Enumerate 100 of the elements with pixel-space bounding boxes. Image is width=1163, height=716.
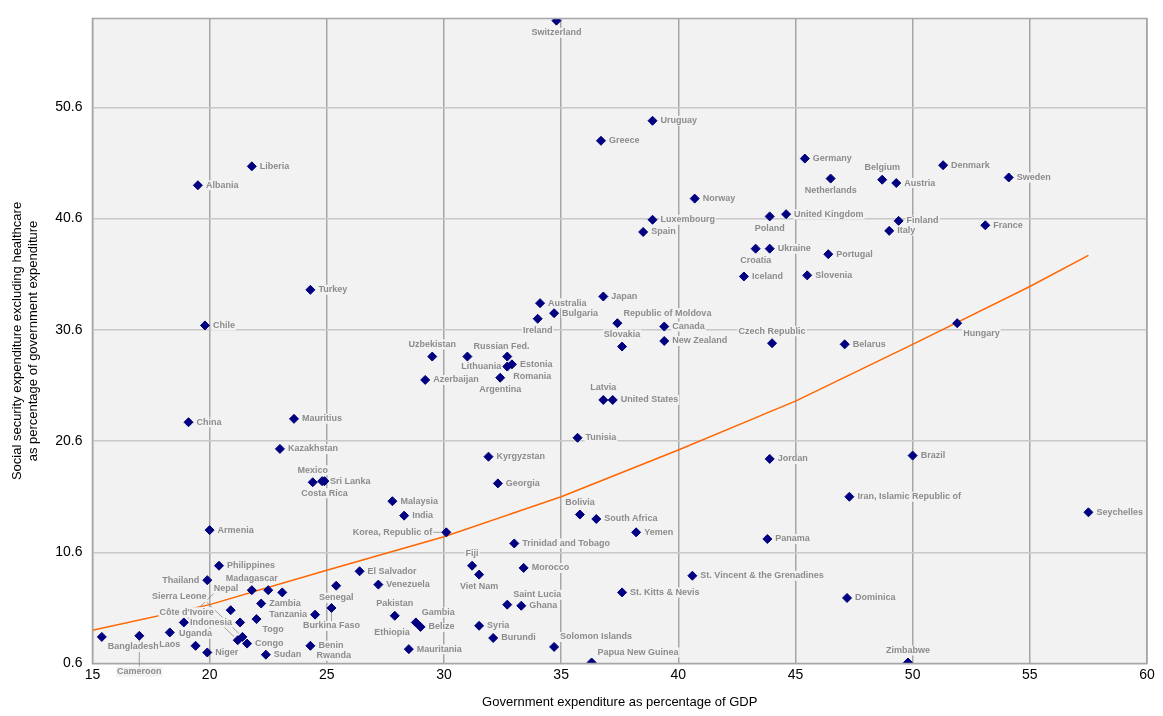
annotation: Sudan [273,649,302,660]
annotation: New Zealand [672,335,728,346]
annotation: Madagascar [225,572,279,583]
annotation: Dominica [855,592,897,603]
annotation: Ireland [522,325,553,336]
annotation: Denmark [951,159,991,170]
annotation: Portugal [836,248,873,259]
annotation: Belize [428,621,455,632]
annotation: El Salvador [367,565,418,576]
annotation: Jordan [777,453,808,464]
annotation: Pakistan [376,598,414,609]
annotation: Hungary [963,327,1000,338]
annotation: United States [620,394,679,405]
x-axis-title: Government expenditure as percentage of GDP [482,693,758,709]
annotation: Kyrgyzstan [496,451,546,462]
annotation: Ethiopia [374,626,411,637]
x-tick-label: 40 [670,665,687,682]
y-tick-label: 40.6 [55,209,83,226]
annotation: Uruguay [660,115,698,126]
annotation: Estonia [519,358,554,369]
annotation: Poland [754,222,785,233]
annotation: Iran, Islamic Republic of [857,491,962,502]
annotation: Armenia [217,524,255,535]
annotation: Sierra Leone [151,591,207,602]
annotation: Iceland [751,270,783,281]
annotation: Slovakia [603,329,642,340]
annotation: Luxembourg [660,214,716,225]
annotation: China [196,416,223,427]
annotation: Fiji [465,548,479,559]
annotation: Costa Rica [301,487,349,498]
annotation: Morocco [531,562,570,573]
annotation: Congo [255,638,285,649]
annotation: Togo [262,623,285,634]
annotation: Bangladesh [107,641,159,652]
annotation: Tunisia [585,432,618,443]
y-tick-label: 30.6 [55,320,83,337]
x-tick-label: 30 [436,665,452,682]
annotation: France [993,219,1023,230]
annotation: Sri Lanka [330,475,372,486]
annotation: Austria [904,177,937,188]
annotation: Romania [513,371,553,382]
annotation: Mauritius [301,413,342,424]
annotation: Greece [608,135,640,146]
annotation: Azerbaijan [433,374,479,385]
annotation: Belgium [864,162,900,173]
annotation: Croatia [740,255,773,266]
annotation: Latvia [590,382,618,393]
annotation: Mauritania [416,643,463,654]
x-tick-label: 45 [787,665,804,682]
annotation: Argentina [479,384,523,395]
annotation: Sweden [1016,171,1051,182]
annotation: Slovenia [815,269,854,280]
annotation: Liberia [259,160,291,171]
annotation: Benin [318,640,344,651]
annotation: Senegal [318,592,354,603]
annotation: South Africa [604,513,659,524]
annotation: Bulgaria [562,307,600,318]
annotation: Australia [548,297,588,308]
annotation: Ghana [529,600,559,611]
annotation: Germany [812,153,852,164]
x-tick-label: 55 [1022,665,1038,682]
annotation: Belarus [852,338,886,349]
annotation: Papua New Guinea [597,646,680,657]
annotation: Uganda [179,628,214,639]
annotation: Japan [611,290,638,301]
annotation: Kazakhstan [287,443,338,454]
annotation: Canada [672,321,706,332]
annotation: Mexico [297,464,329,475]
annotation: Turkey [318,284,348,295]
y-tick-label: 0.6 [62,654,83,671]
annotation: Malaysia [400,495,439,506]
annotation: Nepal [213,582,239,593]
annotation: Seychelles [1096,506,1143,517]
annotation: Niger [215,646,239,657]
annotation: Philippines [226,560,276,571]
annotation: Switzerland [531,27,582,38]
x-tick-label: 25 [319,665,335,682]
annotation: Viet Nam [459,581,499,592]
annotation: Laos [159,638,181,649]
annotation: Ukraine [777,243,811,254]
annotation: Rwanda [316,650,352,661]
annotation: Russian Fed. [473,341,530,352]
x-tick-label: 35 [553,665,570,682]
annotation: Netherlands [804,185,857,196]
x-tick-label: 15 [84,665,101,682]
y-tick-label: 50.6 [55,98,83,115]
annotation: Syria [487,620,511,631]
y-tick-label: 10.6 [55,543,83,560]
annotation: Tanzania [269,609,309,620]
annotation: St. Kitts & Nevis [630,586,700,597]
annotation: Italy [897,225,916,236]
annotation: Gambia [421,606,456,617]
annotation: Panama [775,533,811,544]
annotation: Czech Republic [738,325,806,336]
y-axis-title: Social security expenditure excluding healthcare as percentage of government expenditure [9,201,40,481]
annotation: Solomon Islands [560,631,633,642]
annotation: Yemen [644,526,674,537]
annotation: Zimbabwe [885,644,930,655]
annotation: Venezuela [386,579,431,590]
annotation: Uzbekistan [408,339,457,350]
